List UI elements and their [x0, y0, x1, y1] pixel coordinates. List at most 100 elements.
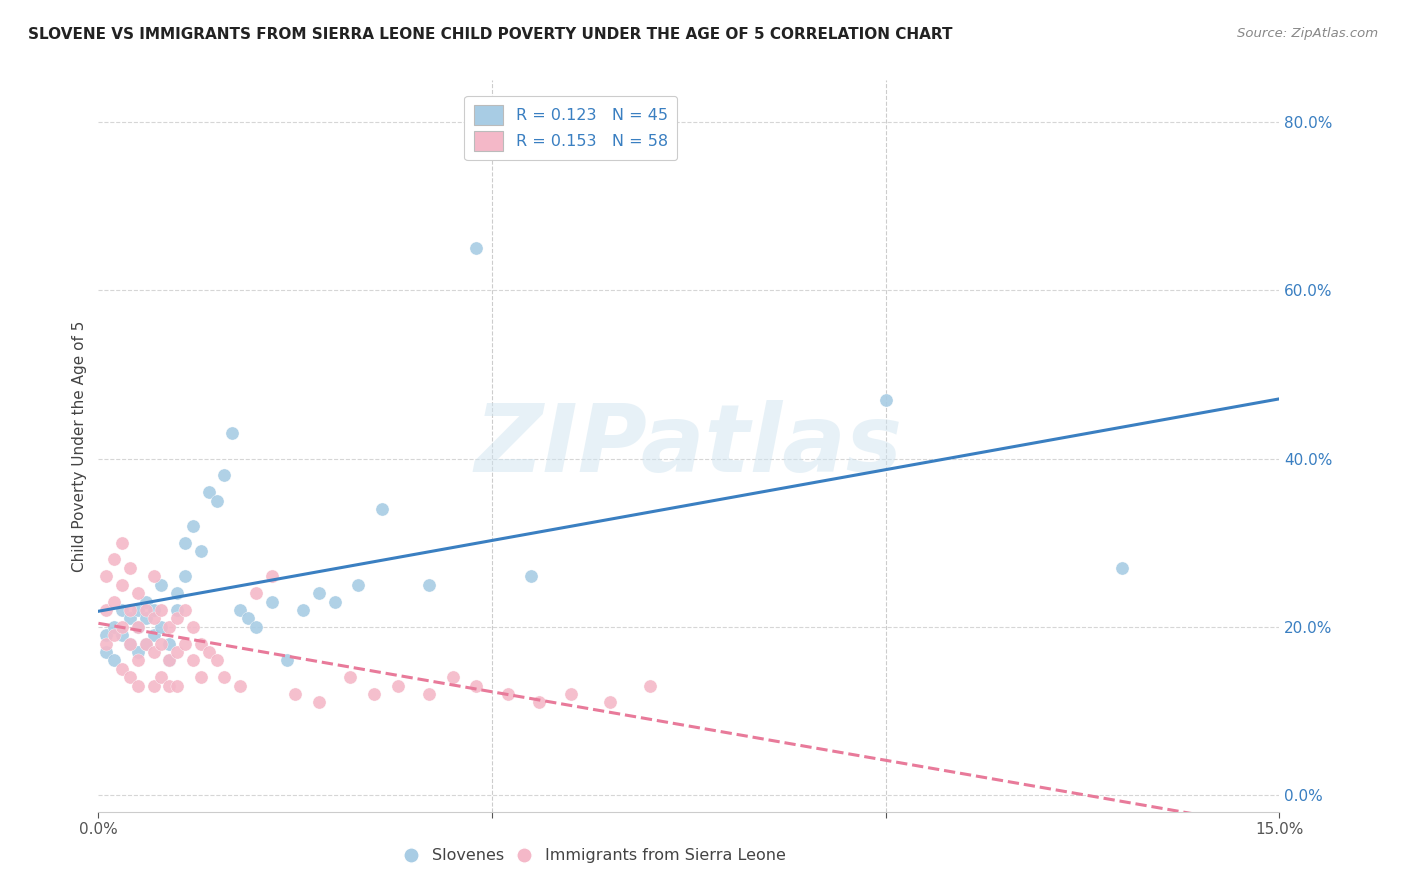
- Point: [875, 392, 897, 407]
- Point: [441, 670, 464, 684]
- Point: [166, 611, 188, 625]
- Point: [142, 679, 165, 693]
- Point: [214, 670, 236, 684]
- Point: [127, 620, 149, 634]
- Point: [418, 578, 440, 592]
- Point: [103, 628, 125, 642]
- Point: [363, 687, 385, 701]
- Point: [236, 611, 259, 625]
- Point: [166, 679, 188, 693]
- Point: [371, 502, 394, 516]
- Point: [127, 679, 149, 693]
- Point: [166, 586, 188, 600]
- Point: [111, 628, 134, 642]
- Point: [638, 679, 661, 693]
- Point: [197, 645, 219, 659]
- Point: [111, 603, 134, 617]
- Point: [197, 485, 219, 500]
- Text: ZIPatlas: ZIPatlas: [475, 400, 903, 492]
- Point: [308, 586, 330, 600]
- Point: [150, 670, 173, 684]
- Point: [496, 687, 519, 701]
- Point: [260, 594, 283, 608]
- Point: [111, 535, 134, 549]
- Point: [127, 586, 149, 600]
- Text: SLOVENE VS IMMIGRANTS FROM SIERRA LEONE CHILD POVERTY UNDER THE AGE OF 5 CORRELA: SLOVENE VS IMMIGRANTS FROM SIERRA LEONE …: [28, 27, 953, 42]
- Point: [111, 578, 134, 592]
- Text: Source: ZipAtlas.com: Source: ZipAtlas.com: [1237, 27, 1378, 40]
- Point: [135, 611, 157, 625]
- Point: [150, 636, 173, 650]
- Point: [520, 569, 543, 583]
- Point: [135, 636, 157, 650]
- Point: [103, 653, 125, 667]
- Point: [142, 645, 165, 659]
- Point: [229, 603, 252, 617]
- Point: [418, 687, 440, 701]
- Point: [229, 679, 252, 693]
- Point: [308, 695, 330, 709]
- Point: [190, 636, 212, 650]
- Point: [103, 620, 125, 634]
- Point: [142, 603, 165, 617]
- Point: [181, 620, 204, 634]
- Point: [142, 628, 165, 642]
- Point: [284, 687, 307, 701]
- Point: [150, 620, 173, 634]
- Point: [174, 603, 197, 617]
- Point: [190, 670, 212, 684]
- Point: [221, 426, 243, 441]
- Point: [529, 695, 551, 709]
- Point: [292, 603, 315, 617]
- Point: [142, 569, 165, 583]
- Point: [245, 586, 267, 600]
- Point: [135, 594, 157, 608]
- Point: [96, 645, 118, 659]
- Point: [465, 242, 488, 256]
- Point: [96, 628, 118, 642]
- Point: [205, 653, 228, 667]
- Point: [174, 636, 197, 650]
- Point: [127, 603, 149, 617]
- Point: [111, 620, 134, 634]
- Point: [127, 653, 149, 667]
- Point: [560, 687, 582, 701]
- Point: [157, 679, 180, 693]
- Point: [166, 603, 188, 617]
- Point: [103, 552, 125, 566]
- Point: [135, 603, 157, 617]
- Point: [347, 578, 370, 592]
- Point: [150, 578, 173, 592]
- Point: [245, 620, 267, 634]
- Y-axis label: Child Poverty Under the Age of 5: Child Poverty Under the Age of 5: [72, 320, 87, 572]
- Point: [96, 636, 118, 650]
- Point: [323, 594, 346, 608]
- Point: [157, 653, 180, 667]
- Point: [339, 670, 361, 684]
- Point: [465, 679, 488, 693]
- Legend: Slovenes, Immigrants from Sierra Leone: Slovenes, Immigrants from Sierra Leone: [396, 842, 793, 870]
- Point: [118, 670, 141, 684]
- Point: [150, 603, 173, 617]
- Point: [118, 603, 141, 617]
- Point: [118, 611, 141, 625]
- Point: [276, 653, 298, 667]
- Point: [387, 679, 409, 693]
- Point: [118, 561, 141, 575]
- Point: [1111, 561, 1133, 575]
- Point: [96, 569, 118, 583]
- Point: [142, 611, 165, 625]
- Point: [118, 636, 141, 650]
- Point: [127, 645, 149, 659]
- Point: [127, 620, 149, 634]
- Point: [599, 695, 621, 709]
- Point: [174, 569, 197, 583]
- Point: [181, 653, 204, 667]
- Point: [103, 594, 125, 608]
- Point: [181, 519, 204, 533]
- Point: [205, 493, 228, 508]
- Point: [96, 603, 118, 617]
- Point: [118, 636, 141, 650]
- Point: [174, 535, 197, 549]
- Point: [157, 653, 180, 667]
